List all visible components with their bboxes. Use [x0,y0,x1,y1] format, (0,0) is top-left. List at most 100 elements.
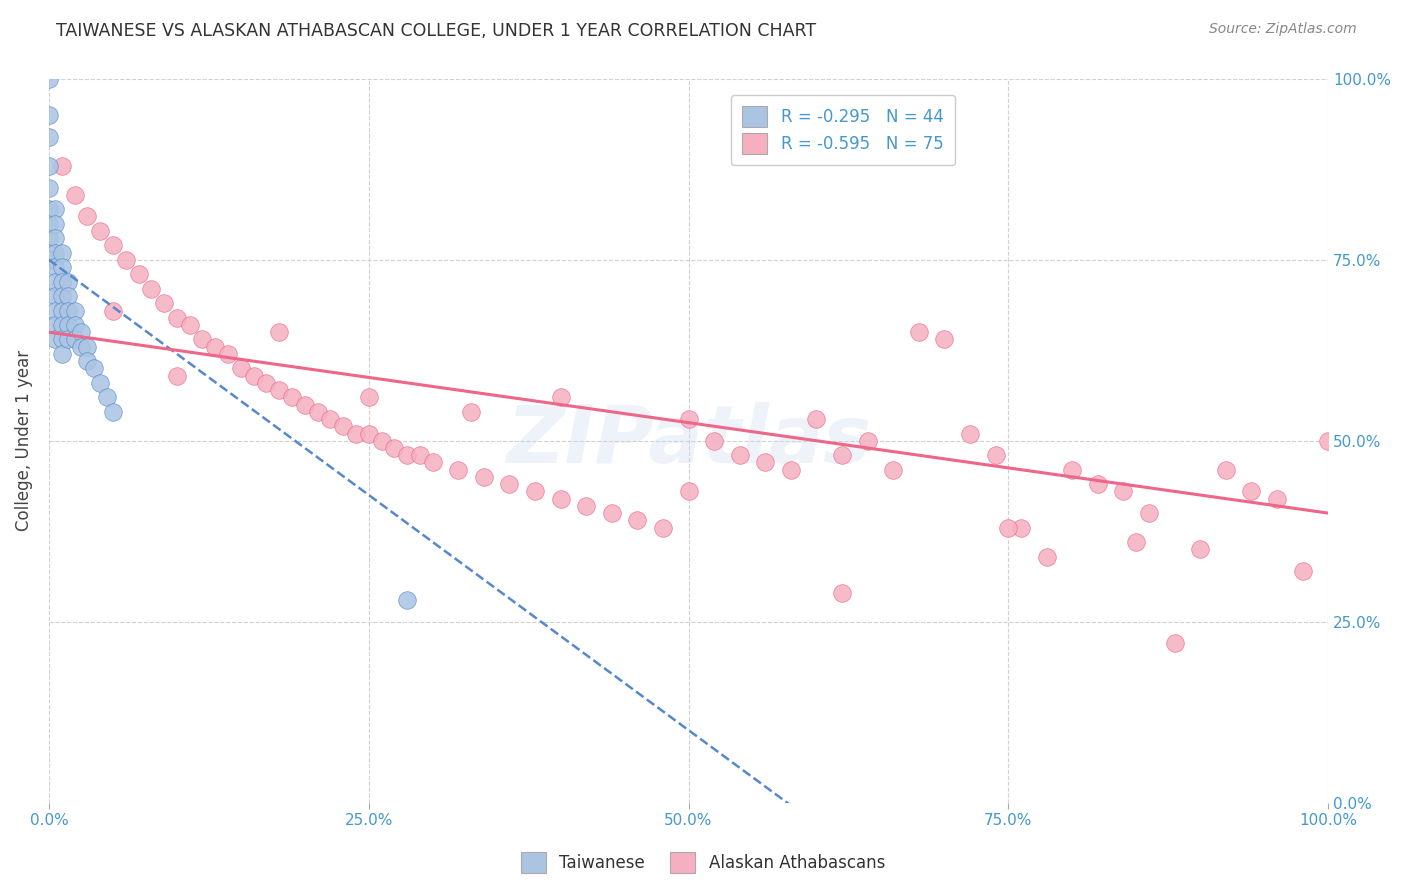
Point [984,448,1007,462]
Point [831,585,853,599]
Point [728,448,751,462]
Point [678,484,700,499]
Point [51,275,73,289]
Point [56,318,79,332]
Point [44,318,66,332]
Point [934,333,956,347]
Point [101,405,124,419]
Point [307,405,329,419]
Point [44,333,66,347]
Point [44,303,66,318]
Point [357,426,380,441]
Point [344,426,367,441]
Point [1062,463,1084,477]
Point [44,217,66,231]
Point [997,520,1019,534]
Point [70,340,93,354]
Point [63,333,86,347]
Point [89,224,111,238]
Point [44,202,66,217]
Point [51,289,73,303]
Point [51,260,73,274]
Point [56,275,79,289]
Point [101,303,124,318]
Point [44,231,66,245]
Point [1010,520,1032,534]
Point [166,310,188,325]
Point [319,412,342,426]
Point [114,252,136,267]
Point [780,463,803,477]
Point [1125,535,1147,549]
Point [83,361,105,376]
Point [472,470,495,484]
Point [191,333,214,347]
Point [382,441,405,455]
Point [70,325,93,339]
Point [153,296,176,310]
Point [575,499,598,513]
Point [652,520,675,534]
Point [1215,463,1237,477]
Point [38,245,60,260]
Point [96,390,118,404]
Point [1265,491,1288,506]
Point [38,252,60,267]
Legend: Taiwanese, Alaskan Athabascans: Taiwanese, Alaskan Athabascans [515,846,891,880]
Point [754,455,776,469]
Point [1087,477,1109,491]
Point [63,187,86,202]
Point [498,477,520,491]
Point [600,506,623,520]
Point [269,325,291,339]
Point [51,333,73,347]
Point [1240,484,1263,499]
Point [51,347,73,361]
Point [524,484,547,499]
Point [856,434,879,448]
Point [332,419,354,434]
Point [179,318,201,332]
Point [806,412,828,426]
Point [51,245,73,260]
Point [1137,506,1160,520]
Point [63,318,86,332]
Point [254,376,277,390]
Point [626,513,648,527]
Y-axis label: College, Under 1 year: College, Under 1 year [15,351,32,532]
Point [294,398,316,412]
Legend: R = -0.295   N = 44, R = -0.595   N = 75: R = -0.295 N = 44, R = -0.595 N = 75 [731,95,955,165]
Point [101,238,124,252]
Point [44,260,66,274]
Point [51,318,73,332]
Point [409,448,432,462]
Point [38,72,60,87]
Point [44,289,66,303]
Point [229,361,252,376]
Text: Source: ZipAtlas.com: Source: ZipAtlas.com [1209,22,1357,37]
Point [907,325,929,339]
Point [447,463,470,477]
Point [38,159,60,173]
Point [242,368,264,383]
Point [1291,564,1313,578]
Point [1317,434,1340,448]
Point [281,390,304,404]
Point [357,390,380,404]
Point [56,289,79,303]
Point [166,368,188,383]
Point [51,303,73,318]
Point [76,210,98,224]
Point [38,231,60,245]
Point [44,245,66,260]
Point [38,108,60,122]
Point [89,376,111,390]
Point [550,390,572,404]
Point [678,412,700,426]
Point [56,303,79,318]
Point [38,217,60,231]
Point [703,434,725,448]
Point [422,455,444,469]
Point [882,463,904,477]
Point [1035,549,1057,564]
